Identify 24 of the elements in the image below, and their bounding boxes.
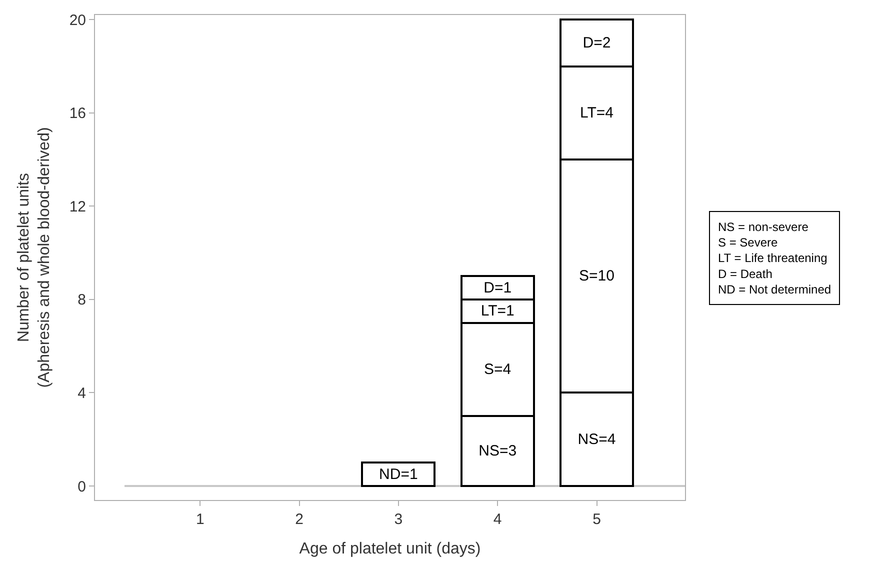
- data-label: NS=4: [578, 430, 616, 448]
- text: NS = non-severe S = Severe LT = Life threatening D = Death ND = Not determined: [718, 220, 832, 296]
- data-label: ND=1: [379, 466, 418, 483]
- x-tick-label: 2: [295, 511, 304, 528]
- y-tick-label: 16: [69, 105, 86, 122]
- x-tick-label: 4: [493, 511, 502, 528]
- data-label: S=10: [579, 268, 614, 285]
- data-label: LT=4: [580, 104, 614, 122]
- y-tick-label: 12: [69, 198, 86, 216]
- x-tick-label: 3: [394, 511, 403, 528]
- y-tick-label: 8: [78, 292, 86, 309]
- x-tick-label: 5: [592, 511, 601, 528]
- data-label: LT=1: [480, 302, 514, 320]
- data-label: NS=3: [478, 442, 517, 460]
- x-axis-title: Age of platelet unit (days): [299, 540, 481, 558]
- data-label: S=4: [484, 360, 512, 378]
- y-tick-label: 20: [69, 12, 86, 29]
- data-label: D=2: [582, 34, 611, 52]
- x-tick-label: 1: [196, 511, 204, 528]
- data-label: D=1: [484, 279, 512, 296]
- y-tick-label: 0: [78, 478, 86, 496]
- y-tick-label: 4: [78, 384, 86, 402]
- bar: [361, 462, 436, 488]
- y-axis-title: Number of platelet units (Apheresis and whole blood-derived): [15, 127, 54, 388]
